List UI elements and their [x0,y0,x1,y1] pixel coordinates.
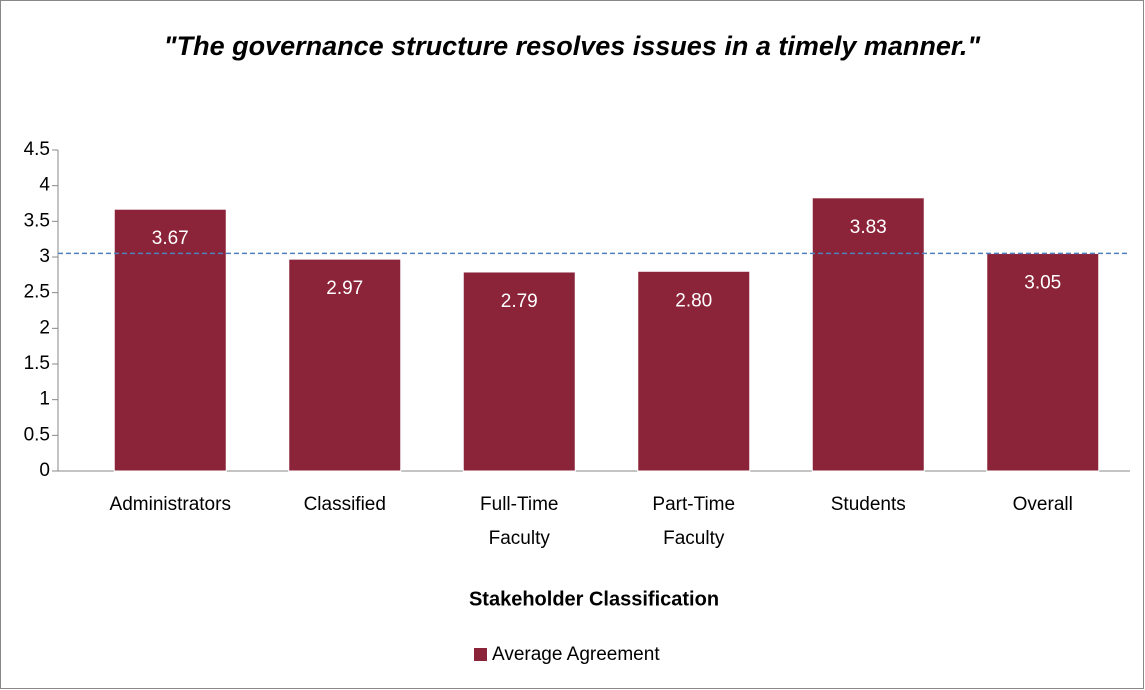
data-label: 2.80 [675,290,712,311]
y-tick-label: 0.5 [24,424,50,445]
bar [811,197,925,472]
y-tick-label: 2.5 [24,282,50,303]
data-label: 3.05 [1024,272,1061,293]
chart-title: "The governance structure resolves issue… [164,31,982,61]
y-tick-label: 1.5 [24,353,50,374]
data-label: 3.67 [152,228,189,249]
x-tick-label: Students [831,494,906,515]
x-axis-title: Stakeholder Classification [469,588,719,610]
bar [288,258,402,472]
legend-label: Average Agreement [492,644,660,665]
data-label: 2.79 [501,291,538,312]
bar [462,271,576,472]
x-tick-label: Administrators [110,494,231,515]
data-label: 2.97 [326,278,363,299]
x-tick-label: Full-Time Faculty [480,494,558,549]
y-tick-label: 2 [39,317,50,338]
legend-swatch [474,648,487,661]
y-tick-label: 4.5 [24,139,50,160]
y-tick-label: 3.5 [24,210,50,231]
bar [637,270,751,472]
data-label: 3.83 [850,217,887,238]
x-tick-label: Part-Time Faculty [652,494,735,549]
y-tick-label: 4 [39,175,50,196]
y-tick-label: 0 [39,460,50,481]
x-tick-label: Overall [1013,494,1073,515]
y-tick-label: 3 [39,246,50,267]
x-tick-label: Classified [304,494,386,515]
bar [986,252,1100,472]
y-tick-label: 1 [39,389,50,410]
